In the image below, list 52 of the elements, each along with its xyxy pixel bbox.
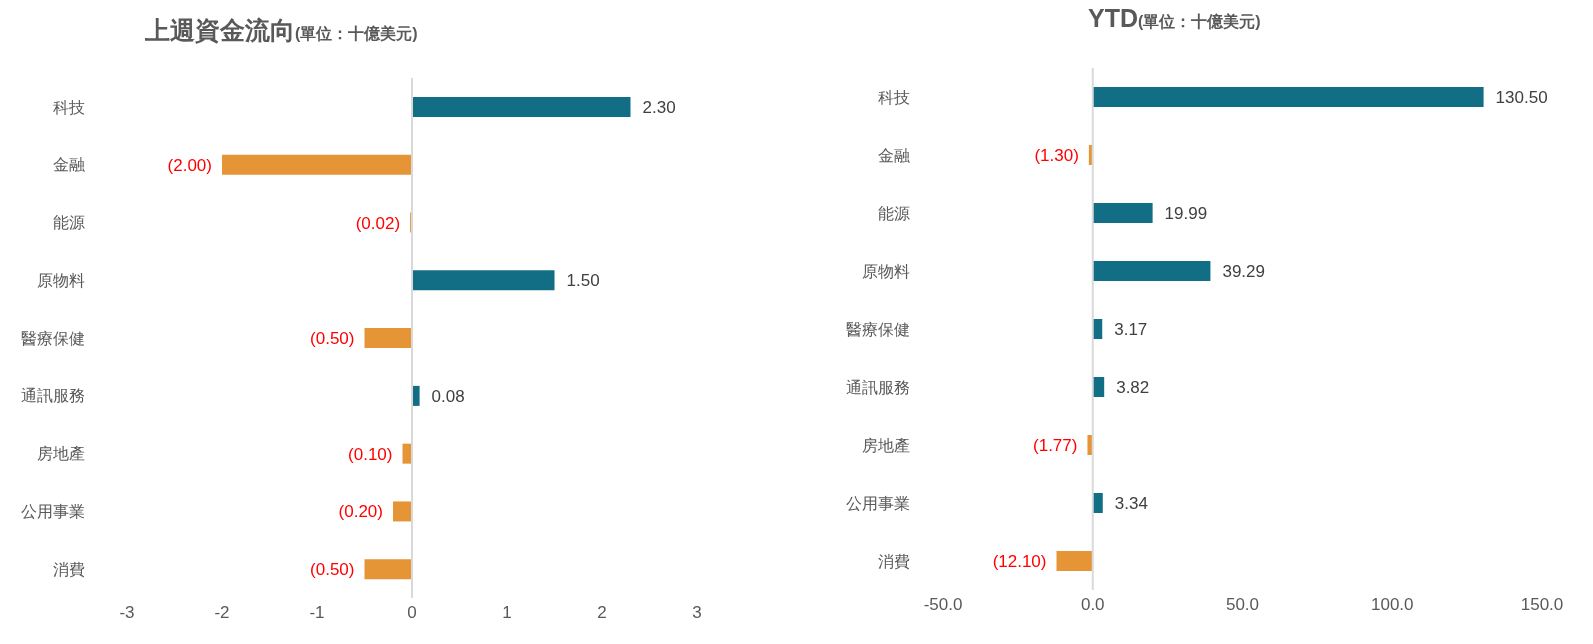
data-label: (2.00): [167, 155, 212, 175]
data-label: (0.20): [338, 502, 383, 522]
chart-title: 上週資金流向: [145, 16, 295, 44]
x-tick-label: 150.0: [1520, 595, 1564, 615]
y-tick-label: 房地產: [862, 436, 910, 454]
x-tick-label: -50.0: [923, 595, 963, 615]
data-label: 3.17: [1114, 319, 1148, 339]
y-tick-label: 公用事業: [846, 494, 910, 512]
data-label: (0.02): [355, 213, 401, 233]
data-label: 19.99: [1164, 203, 1208, 223]
y-tick-label: 能源: [53, 214, 85, 232]
x-tick-label: -3: [119, 603, 135, 623]
data-label: 3.82: [1116, 377, 1150, 397]
y-tick-label: 房地產: [37, 445, 85, 463]
x-tick-label: 3: [692, 603, 702, 623]
x-tick-label: -2: [214, 603, 230, 623]
y-tick-label: 科技: [53, 98, 85, 116]
x-tick-label: 100.0: [1370, 595, 1414, 615]
data-label: (1.77): [1033, 435, 1078, 455]
y-tick-label: 消費: [878, 552, 910, 570]
data-label: 3.34: [1114, 493, 1148, 513]
y-tick-label: 醫療保健: [21, 329, 85, 347]
y-tick-label: 金融: [53, 156, 85, 174]
x-tick-label: 2: [597, 603, 607, 623]
x-tick-label: 50.0: [1225, 595, 1260, 615]
data-label: 2.30: [642, 97, 676, 117]
y-tick-label: 金融: [878, 146, 910, 164]
data-label: 130.50: [1495, 87, 1548, 107]
data-label: 39.29: [1222, 261, 1265, 281]
x-tick-label: 0.0: [1080, 595, 1105, 615]
y-tick-label: 原物料: [37, 271, 85, 289]
data-label: (1.30): [1034, 145, 1079, 165]
x-tick-label: -1: [309, 603, 325, 623]
chart-title: YTD: [1088, 4, 1138, 32]
data-label: 0.08: [431, 386, 465, 406]
data-label: (0.10): [348, 444, 393, 464]
data-label: (12.10): [992, 551, 1047, 571]
y-tick-label: 通訊服務: [21, 387, 85, 405]
x-tick-label: 1: [502, 603, 512, 623]
y-tick-label: 醫療保健: [846, 320, 910, 338]
y-tick-label: 原物料: [862, 262, 910, 280]
data-label: 1.50: [566, 271, 600, 291]
y-tick-label: 能源: [878, 204, 910, 222]
chart-subtitle: (單位：十億美元): [1138, 13, 1261, 30]
y-tick-label: 消費: [53, 560, 85, 578]
chart-subtitle: (單位：十億美元): [295, 25, 418, 42]
x-tick-label: 0: [407, 603, 417, 623]
y-tick-label: 科技: [878, 88, 910, 106]
y-tick-label: 通訊服務: [846, 378, 910, 396]
data-label: (0.50): [310, 329, 355, 349]
data-label: (0.50): [310, 560, 355, 580]
y-tick-label: 公用事業: [21, 503, 85, 521]
